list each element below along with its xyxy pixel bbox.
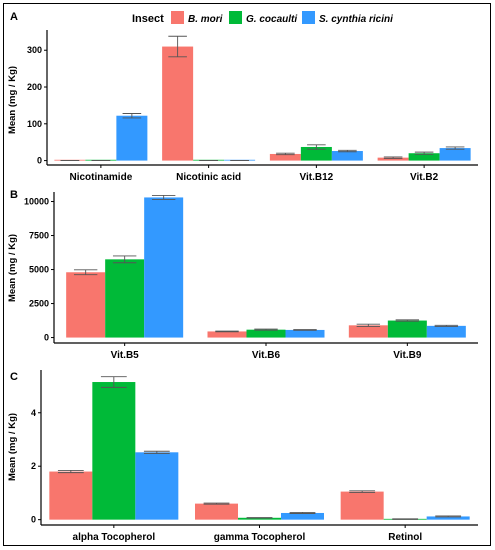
bar-b-mori [269, 153, 301, 161]
legend-title: Insect [132, 13, 164, 25]
x-tick-label: alpha Tocopherol [73, 532, 156, 543]
bar-s-cynthia-ricini [116, 115, 148, 161]
bar-b-mori [195, 503, 238, 520]
error-bar [151, 194, 176, 200]
y-tick-label: 5000 [29, 265, 49, 275]
bar-g-cocaulti [300, 146, 332, 161]
bar-s-cynthia-ricini [331, 151, 363, 161]
y-tick-label: 2500 [29, 299, 49, 309]
error-bar [246, 517, 273, 519]
bar-b-mori [66, 272, 106, 338]
bar-s-cynthia-ricini [285, 329, 325, 338]
bar-b-mori [49, 471, 93, 520]
error-bar [383, 156, 403, 159]
legend-swatch-s-cynthia-ricini [302, 11, 315, 24]
bar-g-cocaulti [408, 153, 440, 161]
bar-b-mori [348, 325, 388, 338]
bar-g-cocaulti [246, 329, 286, 338]
bar-b-mori [377, 157, 409, 161]
figure-frame [3, 3, 491, 546]
legend-label-g-cocaulti: G. cocaulti [246, 14, 297, 25]
bar-b-mori [340, 491, 384, 520]
error-bar [434, 324, 459, 327]
x-tick-label: Retinol [388, 532, 422, 543]
y-tick-label: 2 [31, 461, 36, 471]
x-tick-label: Vit.B12 [300, 172, 334, 183]
error-bar [168, 35, 187, 58]
bar-g-cocaulti [105, 259, 145, 338]
x-tick-label: Vit.B2 [410, 172, 439, 183]
legend-swatch-g-cocaulti [229, 11, 242, 24]
y-tick-label: 10000 [24, 197, 49, 207]
x-tick-label: Nicotinic acid [176, 172, 241, 183]
error-bar [143, 450, 170, 454]
bar-s-cynthia-ricini [281, 512, 324, 520]
error-bar [414, 151, 434, 155]
panel-letter: C [10, 371, 18, 383]
error-bar [392, 518, 419, 520]
x-tick-label: Vit.B6 [252, 350, 281, 361]
x-tick-label: Vit.B9 [393, 350, 422, 361]
y-tick-label: 0 [37, 156, 42, 166]
panel-c: C Mean (mg / Kg) 0 2 4 alpha Tocopherol gamma … [7, 370, 478, 543]
bar-g-cocaulti [238, 517, 281, 520]
error-bar [112, 255, 137, 264]
x-tick-label: gamma Tocopherol [214, 532, 306, 543]
panel-a: A Mean (mg / Kg) 0 100 200 300 Nicotinamide Nic… [7, 11, 478, 183]
bar-g-cocaulti [387, 320, 427, 338]
y-tick-label: 0 [44, 333, 49, 343]
error-bar [338, 149, 357, 153]
legend-swatch-b-mori [171, 11, 184, 24]
error-bar [289, 511, 316, 514]
bar-g-cocaulti [92, 382, 136, 520]
y-axis-label: Mean (mg / Kg) [7, 413, 18, 481]
error-bar [203, 502, 230, 505]
bar-s-cynthia-ricini [135, 452, 179, 520]
y-tick-label: 7500 [29, 231, 49, 241]
y-axis-label: Mean (mg / Kg) [7, 234, 18, 302]
y-tick-label: 300 [27, 45, 42, 55]
y-axis-label: Mean (mg / Kg) [7, 66, 18, 134]
y-tick-label: 100 [27, 119, 42, 129]
error-bar [122, 113, 142, 119]
error-bar [73, 269, 98, 276]
panel-letter: A [10, 11, 18, 23]
bar-s-cynthia-ricini [426, 325, 466, 338]
bar-s-cynthia-ricini [144, 197, 184, 338]
error-bar [349, 490, 376, 493]
x-tick-label: Nicotinamide [69, 172, 132, 183]
bar-b-mori [162, 46, 194, 161]
y-tick-label: 0 [31, 515, 36, 525]
y-tick-label: 200 [27, 82, 42, 92]
bar-s-cynthia-ricini [426, 516, 470, 520]
panel-b: B Mean (mg / Kg) 0 2500 5000 7500 10000 Vit.B5 V… [7, 189, 478, 361]
y-tick-label: 4 [31, 408, 36, 418]
legend-label-b-mori: B. mori [188, 14, 223, 25]
error-bar [57, 470, 84, 474]
bar-b-mori [207, 331, 247, 338]
error-bar [435, 515, 462, 518]
error-bar [395, 319, 420, 322]
error-bar [445, 146, 465, 150]
error-bar [276, 152, 295, 156]
x-tick-label: Vit.B5 [111, 350, 140, 361]
error-bar [254, 328, 278, 331]
error-bar [100, 376, 127, 388]
bar-s-cynthia-ricini [439, 148, 471, 161]
legend-label-s-cynthia-ricini: S. cynthia ricini [319, 14, 393, 25]
error-bar [215, 330, 239, 333]
error-bar [356, 323, 381, 327]
legend: Insect B. mori G. cocaulti S. cynthia ricin… [132, 11, 393, 25]
panel-letter: B [10, 189, 18, 201]
error-bar [293, 329, 317, 331]
error-bar [307, 144, 326, 150]
